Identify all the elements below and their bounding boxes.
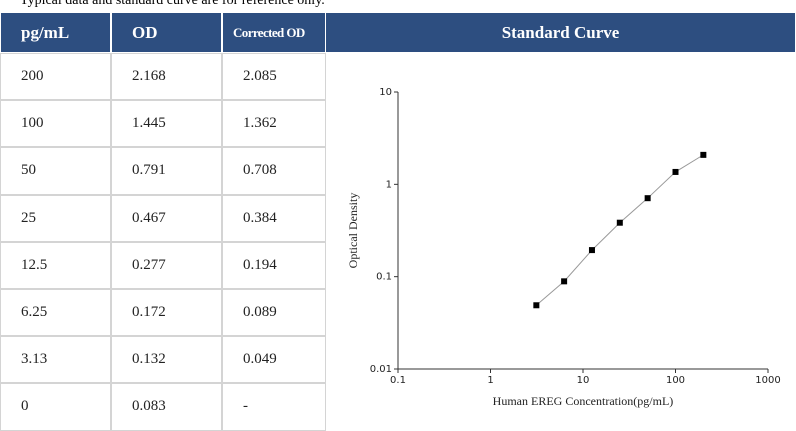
table-cell: 0.708 — [222, 147, 326, 195]
marker — [672, 168, 679, 175]
x-tick-label: 1000 — [755, 375, 780, 386]
y-tick-label: 0.01 — [370, 364, 392, 375]
y-tick-label: 0.1 — [376, 272, 392, 283]
table-cell: - — [222, 383, 326, 431]
x-tick-label: 0.1 — [390, 375, 406, 386]
table-cell: 100 — [0, 100, 111, 148]
note: Typical data and standard curve are for … — [20, 0, 325, 8]
table-cell: 2.168 — [111, 53, 222, 101]
x-tick-label: 100 — [666, 375, 685, 386]
y-axis-label: Optical Density — [346, 193, 360, 269]
table-cell: 0.467 — [111, 194, 222, 242]
table-cell: 0.384 — [222, 194, 326, 242]
table-cell: 50 — [0, 147, 111, 195]
table-cell: 0.049 — [222, 336, 326, 384]
header-cell: Corrected OD — [222, 12, 326, 53]
table-cell: 0.172 — [111, 289, 222, 337]
table-cell: 200 — [0, 53, 111, 101]
table-cell: 6.25 — [0, 289, 111, 337]
table-cell: 0.277 — [111, 241, 222, 289]
marker — [588, 247, 595, 254]
table-cell: 0.194 — [222, 241, 326, 289]
chart-title: Standard Curve — [325, 12, 796, 53]
table-cell: 3.13 — [0, 336, 111, 384]
marker — [533, 302, 540, 309]
marker — [700, 151, 707, 158]
header-cell: pg/mL — [0, 12, 111, 53]
table-cell: 1.445 — [111, 100, 222, 148]
table-cell: 2.085 — [222, 53, 326, 101]
marker — [644, 195, 651, 202]
x-tick-label: 1 — [487, 375, 493, 386]
table-cell: 0.791 — [111, 147, 222, 195]
y-tick-label: 10 — [379, 87, 392, 98]
x-axis-label: Human EREG Concentration(pg/mL) — [493, 394, 674, 408]
table-cell: 0.089 — [222, 289, 326, 337]
y-tick-label: 1 — [386, 179, 392, 190]
header-cell: OD — [111, 12, 222, 53]
marker — [616, 219, 623, 226]
table-cell: 0 — [0, 383, 111, 431]
table-cell: 1.362 — [222, 100, 326, 148]
x-tick-label: 10 — [577, 375, 590, 386]
table-cell: 25 — [0, 194, 111, 242]
table-cell: 12.5 — [0, 241, 111, 289]
table-cell: 0.132 — [111, 336, 222, 384]
table-cell: 0.083 — [111, 383, 222, 431]
marker — [561, 278, 568, 285]
